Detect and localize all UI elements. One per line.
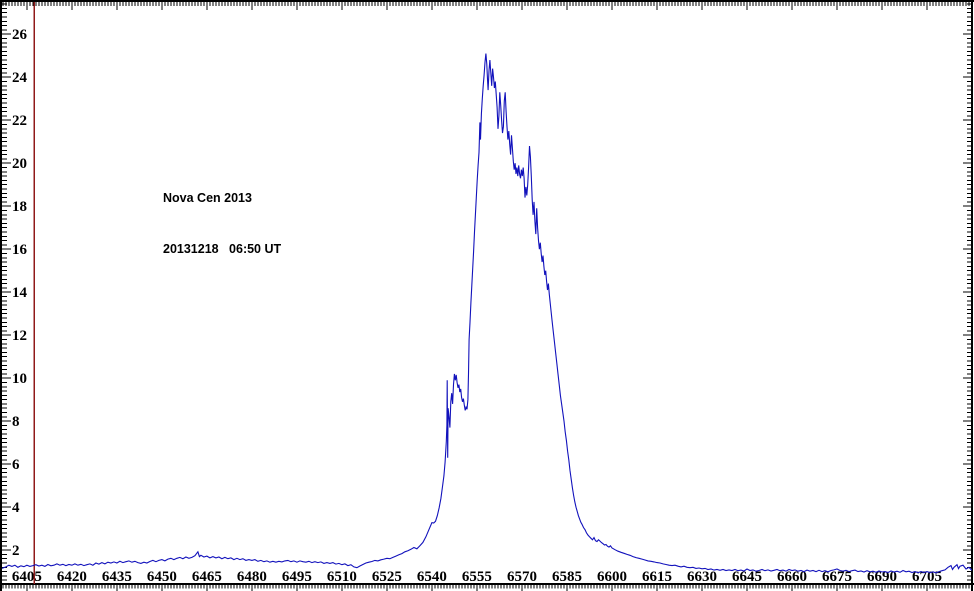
svg-text:6435: 6435 — [102, 569, 132, 585]
svg-text:20: 20 — [12, 156, 27, 172]
x-axis-tick-labels: 6405 6420 6435 6450 6465 6480 6495 6510 6525 6540… — [12, 569, 942, 585]
svg-text:6600: 6600 — [597, 569, 627, 585]
svg-text:16: 16 — [12, 242, 28, 258]
y-axis-ticks-right — [963, 3, 972, 581]
svg-text:6705: 6705 — [912, 569, 942, 585]
svg-text:6645: 6645 — [732, 569, 762, 585]
svg-text:6465: 6465 — [192, 569, 222, 585]
svg-text:6420: 6420 — [57, 569, 87, 585]
svg-text:6570: 6570 — [507, 569, 537, 585]
svg-text:6540: 6540 — [417, 569, 447, 585]
svg-text:2: 2 — [12, 543, 20, 559]
svg-text:6450: 6450 — [147, 569, 177, 585]
svg-text:10: 10 — [12, 371, 27, 387]
annotation-line-2: 20131218 06:50 UT — [163, 242, 282, 256]
svg-text:6495: 6495 — [282, 569, 312, 585]
svg-text:18: 18 — [12, 199, 27, 215]
x-axis-ticks-bottom — [2, 585, 973, 591]
svg-text:24: 24 — [12, 70, 28, 86]
svg-text:6675: 6675 — [822, 569, 852, 585]
svg-text:6585: 6585 — [552, 569, 582, 585]
svg-text:6630: 6630 — [687, 569, 717, 585]
x-axis-ticks-top — [2, 2, 973, 10]
svg-text:14: 14 — [12, 285, 28, 301]
svg-text:6615: 6615 — [642, 569, 672, 585]
svg-text:6405: 6405 — [12, 569, 42, 585]
svg-text:8: 8 — [12, 414, 20, 430]
spectrum-line — [2, 53, 972, 574]
svg-text:12: 12 — [12, 328, 27, 344]
chart-annotation: Nova Cen 2013 20131218 06:50 UT — [163, 156, 281, 292]
svg-text:26: 26 — [12, 27, 28, 43]
svg-text:6690: 6690 — [867, 569, 897, 585]
svg-text:6510: 6510 — [327, 569, 357, 585]
y-axis-ticks-left — [2, 3, 11, 581]
svg-text:6660: 6660 — [777, 569, 807, 585]
svg-text:6555: 6555 — [462, 569, 492, 585]
svg-text:4: 4 — [12, 500, 20, 516]
svg-text:22: 22 — [12, 113, 27, 129]
svg-text:6480: 6480 — [237, 569, 267, 585]
annotation-line-1: Nova Cen 2013 — [163, 191, 252, 205]
svg-text:6: 6 — [12, 457, 20, 473]
svg-text:6525: 6525 — [372, 569, 402, 585]
